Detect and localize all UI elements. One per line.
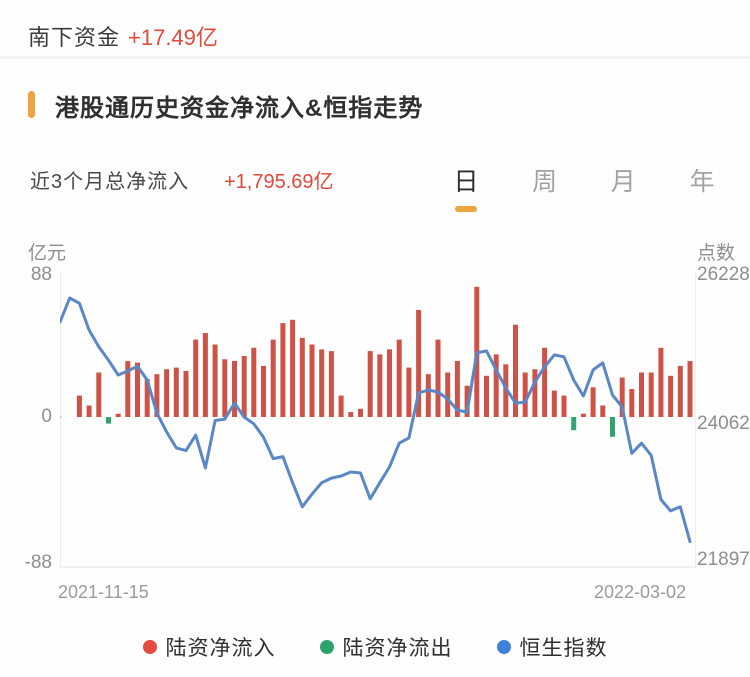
right-axis-unit: 点数 bbox=[697, 243, 736, 264]
legend-inflow-label: 陆资净流入 bbox=[165, 637, 276, 660]
tab-day[interactable]: 日 bbox=[438, 160, 494, 216]
section-marker-bar bbox=[28, 91, 35, 118]
right-axis-tick-min: 21897 bbox=[697, 549, 750, 570]
summary-value: +1,795.69亿 bbox=[224, 171, 334, 193]
tab-month[interactable]: 月 bbox=[595, 160, 651, 216]
inflow-dot-icon bbox=[142, 640, 157, 654]
legend-item-hsi: 恒生指数 bbox=[496, 632, 608, 662]
left-axis-tick-min: -88 bbox=[24, 552, 52, 573]
outflow-dot-icon bbox=[319, 640, 334, 654]
tab-day-label: 日 bbox=[453, 168, 479, 196]
right-axis-tick-mid: 24062 bbox=[697, 413, 750, 434]
flow-hsi-chart[interactable] bbox=[56, 270, 696, 570]
right-axis-tick-max: 26228 bbox=[697, 264, 750, 285]
tab-year[interactable]: 年 bbox=[674, 160, 730, 216]
left-axis-unit: 亿元 bbox=[28, 243, 67, 264]
left-axis-tick-zero: 0 bbox=[41, 406, 52, 427]
summary-label: 近3个月总净流入 bbox=[30, 171, 190, 193]
left-axis-tick-max: 88 bbox=[30, 264, 52, 285]
hsi-dot-icon bbox=[496, 640, 511, 654]
tab-week[interactable]: 周 bbox=[517, 160, 573, 216]
legend-hsi-label: 恒生指数 bbox=[519, 637, 608, 660]
legend-item-inflow: 陆资净流入 bbox=[142, 632, 276, 662]
southbound-funds-label: 南下资金 bbox=[28, 25, 121, 50]
southbound-funds-value: +17.49亿 bbox=[128, 25, 218, 50]
period-tabs: 日 周 月 年 bbox=[438, 160, 730, 216]
x-axis-end-date: 2022-03-02 bbox=[594, 582, 687, 602]
tab-year-label: 年 bbox=[689, 168, 715, 196]
x-axis-start-date: 2021-11-15 bbox=[58, 582, 149, 602]
section-title: 港股通历史资金净流入&恒指走势 bbox=[55, 95, 424, 122]
legend-outflow-label: 陆资净流出 bbox=[342, 637, 453, 660]
tab-month-label: 月 bbox=[610, 168, 636, 196]
chart-legend: 陆资净流入 陆资净流出 恒生指数 bbox=[0, 632, 750, 662]
flow-hsi-chart-svg bbox=[56, 272, 696, 568]
legend-item-outflow: 陆资净流出 bbox=[319, 632, 453, 662]
active-tab-underline bbox=[455, 206, 477, 212]
section-divider bbox=[0, 56, 750, 59]
tab-week-label: 周 bbox=[532, 168, 558, 196]
